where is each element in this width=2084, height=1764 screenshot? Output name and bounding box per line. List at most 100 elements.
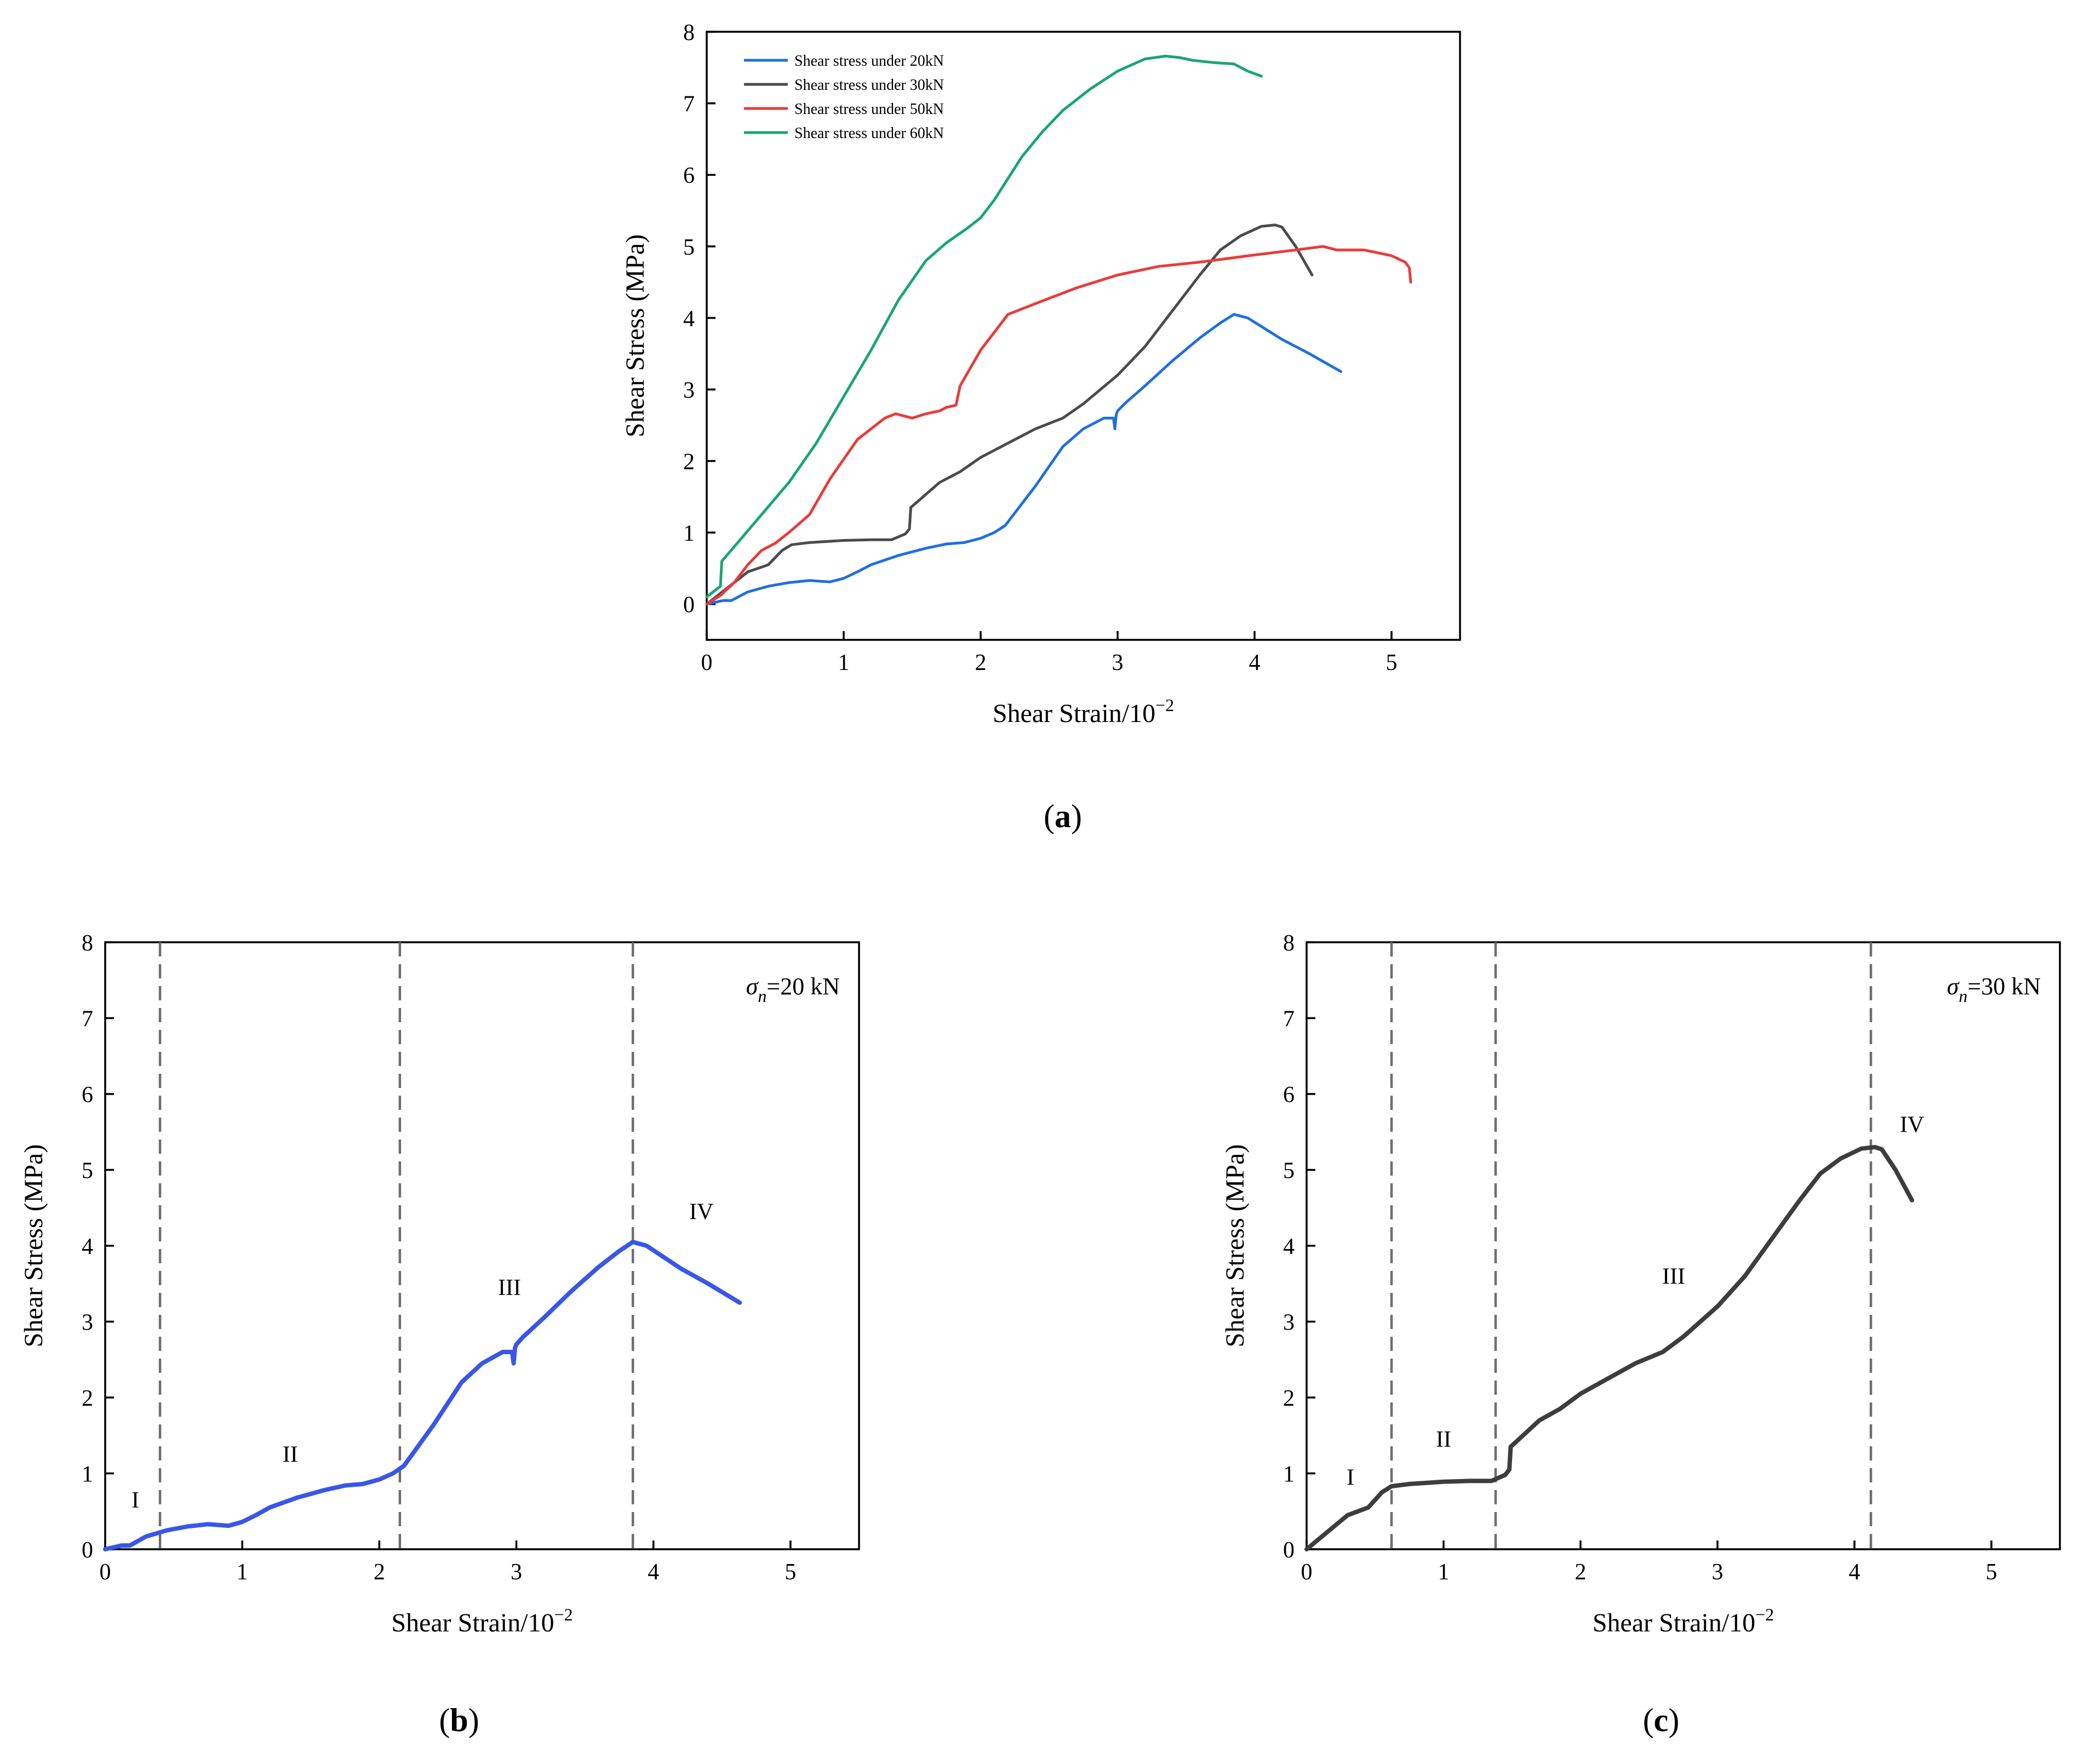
panel-label-close: ) (1071, 798, 1082, 834)
x-tick-label: 1 (838, 650, 850, 675)
series-line-2 (705, 224, 1314, 606)
sigma-symbol: σ (1947, 973, 1960, 1000)
stage-label: I (131, 1488, 139, 1513)
load-value: =30 kN (1967, 973, 2041, 1000)
x-tick-label: 2 (374, 1560, 385, 1585)
x-tick-label: 4 (1849, 1560, 1860, 1585)
y-tick-label: 3 (82, 1310, 93, 1336)
y-tick-label: 2 (82, 1386, 93, 1411)
x-tick-label: 2 (975, 650, 987, 675)
y-axis-title: Shear Stress (MPa) (1221, 1144, 1250, 1348)
x-axis-title-main: Shear Strain/10 (1593, 1608, 1755, 1637)
panel-label: (b) (439, 1702, 479, 1738)
panel-label-open: ( (1044, 798, 1055, 834)
y-tick-label: 0 (1283, 1538, 1295, 1563)
y-tick-label: 0 (82, 1538, 93, 1563)
panel-label-close: ) (468, 1702, 479, 1738)
series-line-1 (705, 313, 1342, 606)
y-tick-label: 3 (683, 378, 695, 403)
y-tick-label: 8 (683, 20, 695, 45)
x-axis-title: Shear Strain/10−2 (1593, 1605, 1774, 1637)
y-tick-label: 5 (683, 235, 695, 260)
x-tick-label: 5 (785, 1560, 796, 1585)
y-tick-label: 5 (82, 1159, 93, 1184)
normal-load-annotation: σn=30 kN (1947, 973, 2041, 1006)
x-tick-label: 3 (1112, 650, 1124, 675)
y-tick-label: 7 (683, 92, 695, 117)
y-tick-label: 8 (1283, 931, 1295, 956)
panel-label-open: ( (439, 1702, 450, 1738)
y-tick-label: 3 (1283, 1310, 1295, 1336)
y-tick-label: 5 (1283, 1159, 1295, 1184)
y-axis-title: Shear Stress (MPa) (621, 234, 650, 438)
load-value: =20 kN (766, 973, 840, 1000)
normal-load-annotation: σn=20 kN (746, 973, 840, 1006)
y-tick-label: 2 (683, 450, 695, 475)
stage-label: II (1436, 1427, 1451, 1452)
sigma-symbol: σ (746, 973, 759, 1000)
stage-label: I (1347, 1465, 1354, 1490)
sigma-subscript: n (758, 986, 766, 1006)
plot-frame (104, 941, 860, 1550)
x-axis-title-main: Shear Strain/10 (993, 699, 1155, 728)
panel-label-open: ( (1643, 1702, 1654, 1738)
panel-label: (c) (1643, 1702, 1680, 1738)
y-tick-label: 6 (1283, 1083, 1295, 1108)
series-line-3 (705, 245, 1412, 606)
y-tick-label: 1 (1283, 1462, 1295, 1487)
stage-label: II (283, 1442, 298, 1468)
series-line-1 (103, 1240, 742, 1551)
y-tick-label: 0 (683, 593, 695, 618)
x-tick-label: 3 (511, 1560, 522, 1585)
panel-label-letter: b (450, 1702, 468, 1738)
y-axis-title: Shear Stress (MPa) (19, 1144, 48, 1348)
panel-label-letter: a (1055, 798, 1071, 834)
x-tick-label: 4 (1249, 650, 1261, 675)
x-tick-label: 5 (1386, 650, 1398, 675)
x-tick-label: 2 (1575, 1560, 1587, 1585)
y-tick-label: 4 (683, 306, 695, 331)
x-axis-title-exponent: −2 (1755, 1605, 1774, 1624)
y-tick-label: 8 (82, 931, 93, 956)
legend-label: Shear stress under 20kN (794, 53, 944, 70)
series-line-4 (705, 54, 1263, 599)
legend-label: Shear stress under 30kN (794, 77, 944, 94)
y-tick-label: 1 (683, 521, 695, 546)
plot-frame (706, 31, 1461, 641)
x-tick-label: 0 (701, 650, 713, 675)
legend-label: Shear stress under 60kN (794, 125, 944, 142)
legend-label: Shear stress under 50kN (794, 101, 944, 118)
x-axis-title-exponent: −2 (1155, 695, 1174, 715)
x-axis-title: Shear Strain/10−2 (391, 1605, 572, 1637)
y-tick-label: 1 (82, 1462, 93, 1487)
y-tick-label: 6 (82, 1083, 93, 1108)
x-tick-label: 4 (648, 1560, 659, 1585)
x-tick-label: 3 (1712, 1560, 1724, 1585)
panel-label: (a) (1044, 798, 1082, 834)
y-tick-label: 7 (1283, 1007, 1295, 1032)
x-tick-label: 0 (100, 1560, 111, 1585)
x-axis-title: Shear Strain/10−2 (993, 695, 1174, 728)
stage-label: III (498, 1275, 521, 1301)
x-axis-title-exponent: −2 (554, 1605, 573, 1624)
plot-frame (1306, 941, 2061, 1550)
stage-label: III (1662, 1264, 1685, 1289)
x-tick-label: 1 (237, 1560, 248, 1585)
y-tick-label: 2 (1283, 1386, 1295, 1411)
stage-label: IV (689, 1200, 713, 1225)
panel-label-close: ) (1668, 1702, 1679, 1738)
series-line-1 (1304, 1144, 1914, 1551)
panel-label-letter: c (1654, 1702, 1669, 1738)
y-tick-label: 4 (82, 1234, 93, 1259)
y-tick-label: 6 (683, 163, 695, 188)
x-axis-title-main: Shear Strain/10 (391, 1608, 554, 1637)
stage-label: IV (1900, 1112, 1924, 1137)
x-tick-label: 5 (1986, 1560, 1997, 1585)
sigma-subscript: n (1959, 986, 1967, 1006)
x-tick-label: 1 (1438, 1560, 1450, 1585)
y-tick-label: 7 (82, 1007, 93, 1032)
